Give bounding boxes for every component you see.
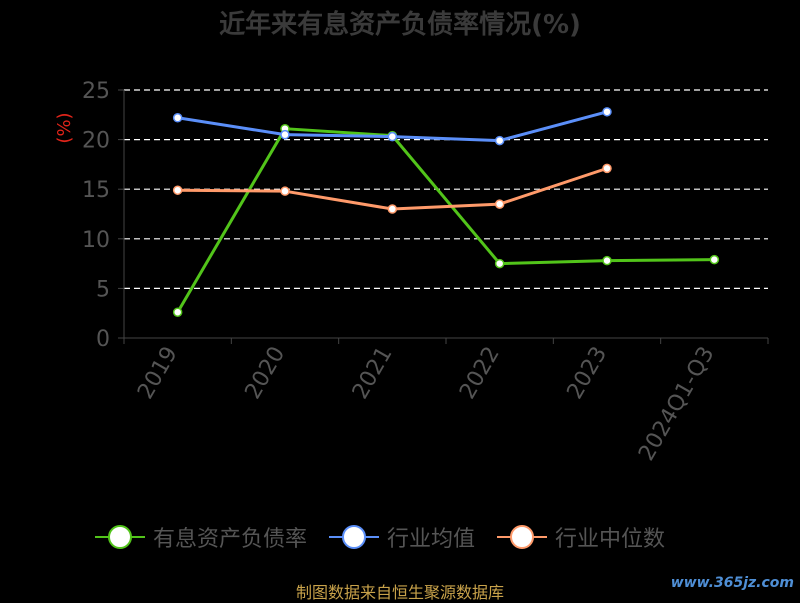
- legend-item[interactable]: 行业均值: [329, 521, 475, 553]
- x-tick-label: 2021: [348, 343, 398, 404]
- series-line: [176, 127, 715, 313]
- y-tick-label: 5: [96, 277, 110, 302]
- data-point: [494, 258, 505, 269]
- data-point: [280, 186, 290, 196]
- data-point: [494, 199, 505, 209]
- legend-label: 行业均值: [387, 527, 476, 552]
- y-tick-label: 15: [82, 178, 110, 203]
- data-point: [709, 254, 720, 265]
- x-tick-label: 2020: [241, 343, 291, 404]
- legend-swatch: [497, 522, 548, 552]
- x-tick-label: 2019: [133, 343, 183, 404]
- data-point: [494, 135, 505, 146]
- data-point: [172, 113, 183, 123]
- legend-swatch: [329, 522, 380, 552]
- x-tick-label: 2022: [455, 342, 505, 403]
- chart-legend: 有息资产负债率 行业均值 行业中位数: [95, 520, 687, 554]
- line-chart: 0 5 10 15 20 25 2019 2020 2021 2022 2023 2024Q1-Q3 (…: [54, 79, 769, 466]
- data-point: [602, 163, 612, 174]
- x-tick-label: 2023: [563, 343, 613, 404]
- legend-item[interactable]: 有息资产负债率: [95, 521, 307, 553]
- data-point: [172, 185, 183, 195]
- legend-label: 有息资产负债率: [153, 527, 308, 552]
- legend-item[interactable]: 行业中位数: [497, 521, 665, 553]
- data-point: [280, 129, 290, 140]
- data-point: [602, 107, 612, 117]
- chart-title: 近年来有息资产负债率情况(%): [219, 10, 581, 40]
- legend-label: 行业中位数: [555, 527, 666, 552]
- y-tick-label: 10: [82, 228, 110, 253]
- data-point: [172, 307, 183, 317]
- y-tick-label: 0: [96, 327, 110, 352]
- y-axis-label: (%): [54, 112, 75, 143]
- legend-swatch: [95, 522, 145, 552]
- data-point: [602, 255, 612, 266]
- data-source-note: 制图数据来自恒生聚源数据库: [295, 583, 504, 602]
- data-point: [387, 131, 398, 142]
- y-tick-label: 20: [82, 129, 110, 154]
- y-tick-label: 25: [82, 79, 110, 104]
- watermark: www.365jz.com: [670, 575, 794, 591]
- x-tick-label: 2024Q1-Q3: [634, 343, 719, 466]
- data-point: [387, 204, 398, 214]
